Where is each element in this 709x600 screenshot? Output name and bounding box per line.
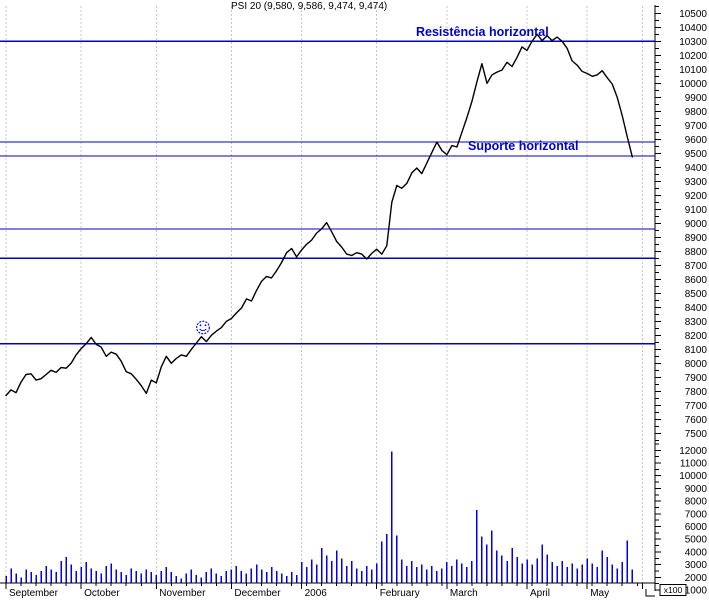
date-axis: September October November December 2006 Febr… [0,582,655,599]
axis-tick-label: 10200 [679,51,707,62]
axis-tick-label: 10100 [679,65,707,76]
axis-tick-label: 9600 [685,135,708,146]
axis-tick-label: 10000 [679,471,707,482]
axis-tick-label: 8200 [685,331,708,342]
resistance-annotation-label[interactable]: Resistência horizontal [416,25,549,39]
axis-tick-label: 9000 [685,484,708,495]
axis-tick-label: 9200 [685,191,708,202]
axis-tick-label: 6000 [685,522,708,533]
axis-tick-label: 1000 [685,586,708,597]
axis-tick-label: 8400 [685,303,708,314]
corner-mark [645,589,655,597]
smiley-eye [199,324,202,327]
month-label: 2006 [305,588,328,599]
axis-tick-label: 9800 [685,107,708,118]
axis-tick-label: 3000 [685,560,708,571]
axis-tick-label: 7500 [685,429,708,440]
axis-tick-label: 5000 [685,535,708,546]
axis-tick-label: 9100 [685,205,708,216]
axis-tick-label: 9900 [685,93,708,104]
axis-tick-label: 10000 [679,79,707,90]
axis-tick-label: 10300 [679,37,707,48]
month-label: April [530,588,550,599]
axis-tick-label: 7600 [685,415,708,426]
smiley-mouth [199,328,207,332]
axis-tick-label: 8600 [685,275,708,286]
month-label: February [380,588,420,599]
month-label: May [590,588,609,599]
axis-tick-label: 8100 [685,345,708,356]
price-axis: 10500 10400 10300 10200 10100 10000 9900 9800 97… [655,5,708,441]
support-annotation-label[interactable]: Suporte horizontal [468,139,579,153]
axis-tick-label: 8700 [685,261,708,272]
axis-tick-label: 8300 [685,317,708,328]
price-line[interactable] [5,33,633,397]
axis-tick-label: 4000 [685,547,708,558]
axis-tick-label: 2000 [685,573,708,584]
axis-tick-label: 8500 [685,289,708,300]
axis-tick-label: 11000 [680,459,708,470]
axis-tick-label: 9300 [685,177,708,188]
volume-multiplier: x100 [659,584,687,596]
month-label: October [84,588,120,599]
axis-tick-label: 7000 [685,509,708,520]
chart-title: PSI 20 (9,580, 9,586, 9,474, 9,474) [231,1,388,12]
month-gridlines [5,6,643,583]
axis-tick-label: 10500 [679,9,707,20]
axis-tick-label: 9400 [685,163,708,174]
axis-tick-label: 8800 [685,247,708,258]
smiley-eye [204,324,207,327]
month-label: November [159,588,206,599]
axis-tick-label: 8000 [685,497,708,508]
multiplier-label: x100 [664,585,683,595]
horizontal-trendlines [0,40,655,345]
axis-tick-label: 9000 [685,219,708,230]
multiplier-box [659,584,687,596]
axis-tick-label: 10400 [679,23,707,34]
month-label: March [450,588,478,599]
axis-tick-label: 8000 [685,359,708,370]
axis-tick-label: 7700 [685,401,708,412]
month-label: December [234,588,281,599]
axis-tick-label: 7800 [685,387,708,398]
month-label: September [9,588,59,599]
smiley-annotation[interactable] [196,320,210,335]
axis-tick-label: 7900 [685,373,708,384]
volume-bars [5,451,633,583]
axis-tick-label: 8900 [685,233,708,244]
axis-tick-label: 9700 [685,121,708,132]
axis-tick-label: 12000 [679,446,707,457]
axis-tick-label: 9500 [685,149,708,160]
smiley-face-icon [196,320,210,335]
